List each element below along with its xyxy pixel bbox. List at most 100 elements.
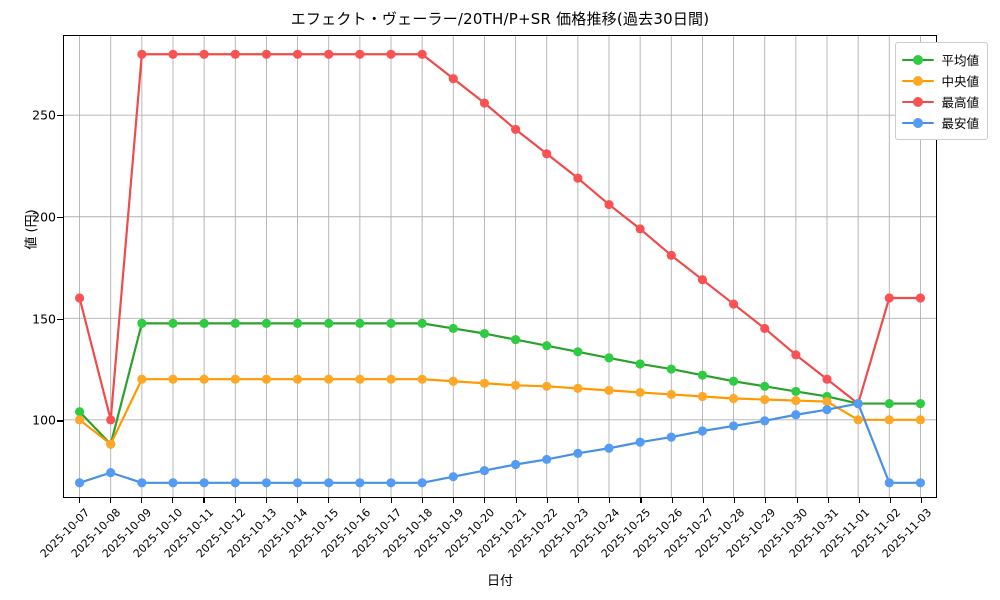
data-point-marker[interactable] bbox=[355, 318, 365, 328]
data-point-marker[interactable] bbox=[822, 374, 832, 384]
data-point-marker[interactable] bbox=[635, 387, 645, 397]
data-point-marker[interactable] bbox=[884, 478, 894, 488]
data-point-marker[interactable] bbox=[106, 468, 116, 478]
data-point-marker[interactable] bbox=[386, 478, 396, 488]
data-point-marker[interactable] bbox=[853, 399, 863, 409]
data-point-marker[interactable] bbox=[573, 383, 583, 393]
data-point-marker[interactable] bbox=[573, 173, 583, 183]
data-point-marker[interactable] bbox=[697, 391, 708, 402]
data-point-marker[interactable] bbox=[822, 405, 832, 415]
data-point-marker[interactable] bbox=[760, 381, 770, 391]
data-point-marker[interactable] bbox=[542, 381, 552, 391]
data-point-marker[interactable] bbox=[510, 380, 521, 390]
data-point-marker[interactable] bbox=[417, 318, 427, 328]
data-point-marker[interactable] bbox=[884, 415, 894, 425]
data-point-marker[interactable] bbox=[791, 410, 801, 420]
data-point-marker[interactable] bbox=[697, 426, 708, 436]
data-point-marker[interactable] bbox=[573, 448, 583, 458]
data-point-marker[interactable] bbox=[137, 318, 147, 328]
data-point-marker[interactable] bbox=[510, 124, 521, 134]
data-point-marker[interactable] bbox=[292, 374, 303, 384]
data-point-marker[interactable] bbox=[168, 49, 178, 59]
data-point-marker[interactable] bbox=[199, 318, 209, 328]
data-point-marker[interactable] bbox=[479, 328, 490, 339]
data-point-marker[interactable] bbox=[791, 386, 801, 396]
data-point-marker[interactable] bbox=[604, 353, 614, 363]
data-point-marker[interactable] bbox=[261, 318, 272, 328]
data-point-marker[interactable] bbox=[324, 318, 334, 328]
data-point-marker[interactable] bbox=[199, 49, 209, 59]
data-point-marker[interactable] bbox=[448, 472, 458, 482]
data-point-marker[interactable] bbox=[230, 374, 240, 384]
data-point-marker[interactable] bbox=[542, 454, 552, 465]
data-point-marker[interactable] bbox=[386, 49, 396, 59]
data-point-marker[interactable] bbox=[542, 149, 552, 159]
data-point-marker[interactable] bbox=[168, 478, 178, 488]
data-point-marker[interactable] bbox=[884, 399, 894, 409]
data-point-marker[interactable] bbox=[106, 439, 116, 449]
data-point-marker[interactable] bbox=[324, 374, 334, 384]
data-point-marker[interactable] bbox=[573, 347, 583, 357]
data-point-marker[interactable] bbox=[635, 224, 645, 234]
data-point-marker[interactable] bbox=[74, 407, 85, 417]
data-point-marker[interactable] bbox=[106, 415, 116, 425]
data-point-marker[interactable] bbox=[915, 415, 926, 425]
legend-item[interactable]: 中央値 bbox=[902, 70, 979, 91]
data-point-marker[interactable] bbox=[510, 335, 521, 345]
data-point-marker[interactable] bbox=[510, 459, 521, 470]
data-point-marker[interactable] bbox=[230, 318, 240, 328]
data-point-marker[interactable] bbox=[261, 478, 272, 488]
data-point-marker[interactable] bbox=[199, 374, 209, 384]
data-point-marker[interactable] bbox=[74, 478, 85, 488]
data-point-marker[interactable] bbox=[604, 385, 614, 395]
data-point-marker[interactable] bbox=[355, 49, 365, 59]
data-point-marker[interactable] bbox=[199, 478, 209, 488]
data-point-marker[interactable] bbox=[74, 293, 85, 303]
data-point-marker[interactable] bbox=[479, 466, 490, 476]
data-point-marker[interactable] bbox=[261, 374, 272, 384]
data-point-marker[interactable] bbox=[635, 359, 645, 369]
data-point-marker[interactable] bbox=[604, 199, 614, 210]
data-point-marker[interactable] bbox=[697, 275, 708, 285]
data-point-marker[interactable] bbox=[791, 350, 801, 360]
data-point-marker[interactable] bbox=[915, 399, 926, 409]
data-point-marker[interactable] bbox=[324, 478, 334, 488]
data-point-marker[interactable] bbox=[728, 376, 739, 386]
data-point-marker[interactable] bbox=[386, 374, 396, 384]
data-point-marker[interactable] bbox=[168, 318, 178, 328]
data-point-marker[interactable] bbox=[479, 378, 490, 388]
data-point-marker[interactable] bbox=[728, 299, 739, 309]
data-point-marker[interactable] bbox=[448, 323, 458, 334]
legend-item[interactable]: 平均値 bbox=[902, 49, 979, 70]
data-point-marker[interactable] bbox=[915, 293, 926, 303]
data-point-marker[interactable] bbox=[74, 415, 85, 425]
data-point-marker[interactable] bbox=[230, 49, 240, 59]
data-point-marker[interactable] bbox=[697, 370, 708, 380]
data-point-marker[interactable] bbox=[168, 374, 178, 384]
data-point-marker[interactable] bbox=[261, 49, 272, 59]
data-point-marker[interactable] bbox=[137, 374, 147, 384]
data-point-marker[interactable] bbox=[417, 478, 427, 488]
data-point-marker[interactable] bbox=[666, 389, 676, 400]
data-point-marker[interactable] bbox=[137, 478, 147, 488]
data-point-marker[interactable] bbox=[386, 318, 396, 328]
data-point-marker[interactable] bbox=[479, 98, 490, 108]
data-point-marker[interactable] bbox=[355, 374, 365, 384]
data-point-marker[interactable] bbox=[417, 374, 427, 384]
data-point-marker[interactable] bbox=[324, 49, 334, 59]
data-point-marker[interactable] bbox=[884, 293, 894, 303]
data-point-marker[interactable] bbox=[635, 437, 645, 447]
data-point-marker[interactable] bbox=[666, 432, 676, 442]
data-point-marker[interactable] bbox=[230, 478, 240, 488]
legend-item[interactable]: 最安値 bbox=[902, 112, 979, 133]
data-point-marker[interactable] bbox=[292, 49, 303, 59]
data-point-marker[interactable] bbox=[417, 49, 427, 59]
data-point-marker[interactable] bbox=[292, 478, 303, 488]
data-point-marker[interactable] bbox=[448, 74, 458, 84]
data-point-marker[interactable] bbox=[666, 250, 676, 260]
data-point-marker[interactable] bbox=[728, 393, 739, 404]
legend-item[interactable]: 最高値 bbox=[902, 91, 979, 112]
data-point-marker[interactable] bbox=[666, 364, 676, 374]
data-point-marker[interactable] bbox=[822, 396, 832, 407]
data-point-marker[interactable] bbox=[760, 394, 770, 405]
